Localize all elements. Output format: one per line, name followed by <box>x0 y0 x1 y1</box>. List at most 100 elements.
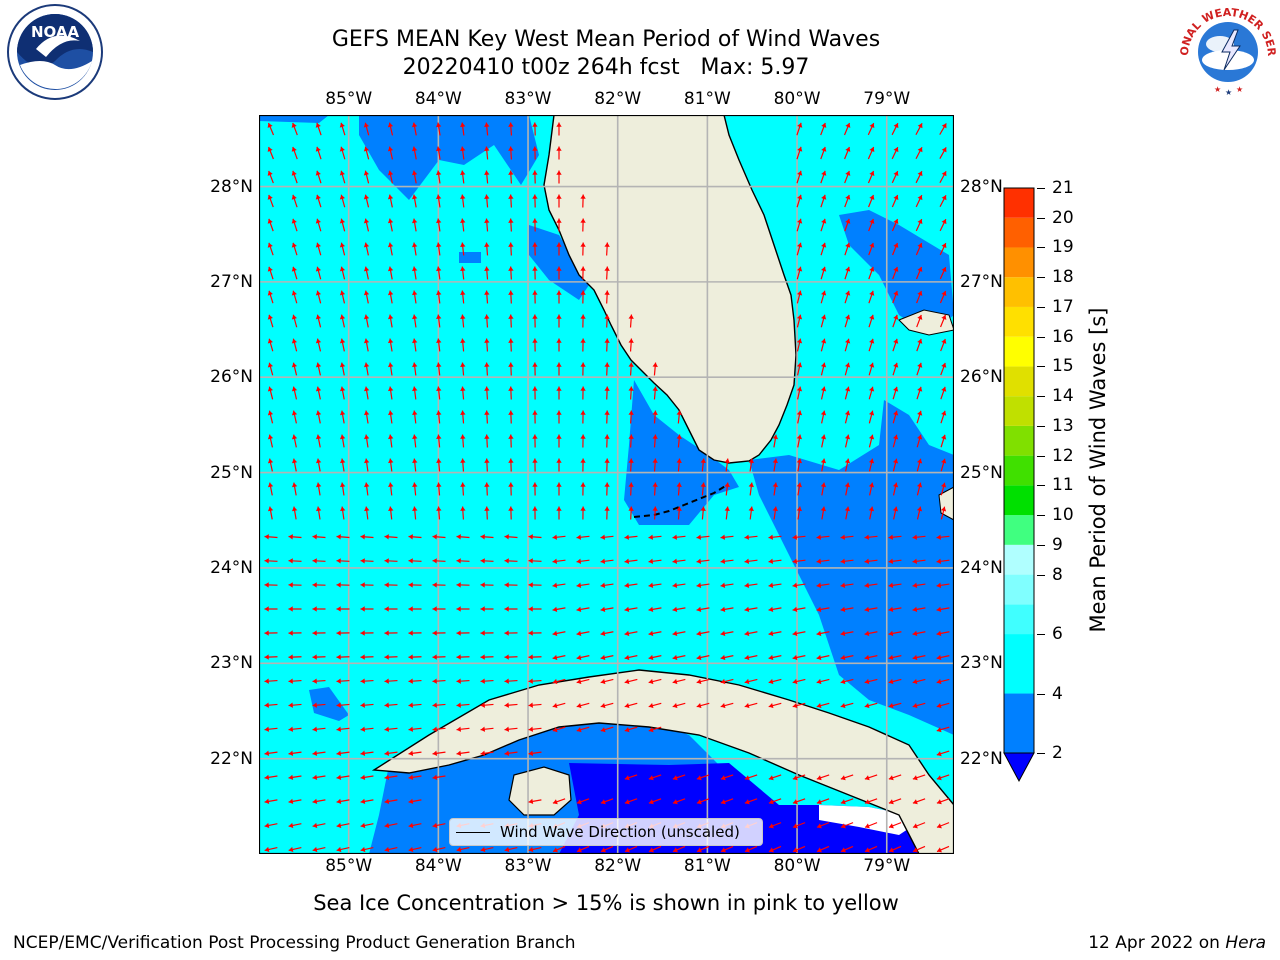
direction-arrow <box>696 534 710 540</box>
direction-arrow <box>672 534 686 540</box>
direction-arrow <box>672 654 686 661</box>
direction-arrow <box>604 242 610 256</box>
direction-arrow <box>652 482 658 496</box>
direction-arrow <box>868 434 875 448</box>
direction-arrow <box>504 558 518 564</box>
direction-arrow <box>408 798 422 805</box>
direction-arrow <box>696 702 710 709</box>
direction-arrow <box>532 170 538 184</box>
direction-arrow <box>264 798 278 805</box>
direction-arrow <box>580 266 586 280</box>
direction-arrow <box>844 194 851 208</box>
map-legend: Wind Wave Direction (unscaled) <box>449 818 763 846</box>
direction-arrow <box>556 266 562 280</box>
colorbar-tick-9: 9 <box>1052 534 1063 555</box>
direction-arrow <box>456 558 470 564</box>
direction-arrow <box>816 654 830 661</box>
direction-arrow <box>291 434 298 448</box>
direction-arrow <box>840 534 854 540</box>
direction-arrow <box>339 434 346 448</box>
direction-arrow <box>720 845 734 853</box>
direction-arrow <box>840 606 854 613</box>
direction-arrow <box>840 654 854 661</box>
direction-arrow <box>291 410 298 424</box>
direction-arrow <box>868 386 875 400</box>
direction-arrow <box>528 750 542 756</box>
direction-arrow <box>816 798 830 805</box>
direction-arrow <box>628 314 634 328</box>
direction-arrow <box>936 750 950 757</box>
direction-arrow <box>460 170 466 184</box>
colorbar-band-18 <box>1004 247 1034 278</box>
direction-arrow <box>844 266 851 280</box>
direction-arrow <box>412 290 418 304</box>
direction-arrow <box>892 290 899 304</box>
direction-arrow <box>676 458 682 472</box>
direction-arrow <box>363 242 370 256</box>
direction-arrow <box>387 122 394 136</box>
direction-arrow <box>792 630 806 637</box>
direction-arrow <box>339 266 346 280</box>
direction-arrow <box>916 410 923 424</box>
direction-arrow <box>384 702 398 708</box>
direction-arrow <box>652 386 658 400</box>
direction-arrow <box>556 122 562 136</box>
direction-arrow <box>844 290 851 304</box>
direction-arrow <box>532 338 538 352</box>
direction-arrow <box>939 242 947 256</box>
direction-arrow <box>912 630 926 637</box>
direction-arrow <box>915 218 923 232</box>
direction-arrow <box>604 506 610 520</box>
direction-arrow <box>676 482 682 496</box>
direction-arrow <box>412 410 418 424</box>
direction-arrow <box>484 458 490 472</box>
direction-arrow <box>796 122 803 136</box>
direction-arrow <box>768 534 782 540</box>
direction-arrow <box>528 798 542 805</box>
colorbar-tick-mark-14 <box>1037 396 1045 398</box>
direction-arrow <box>936 822 950 829</box>
direction-arrow <box>552 845 566 853</box>
direction-arrow <box>436 434 442 448</box>
direction-arrow <box>840 582 854 588</box>
direction-arrow <box>696 798 710 805</box>
direction-arrow <box>844 170 851 184</box>
direction-arrow <box>504 702 518 708</box>
direction-arrow <box>288 582 302 588</box>
direction-arrow <box>387 314 394 328</box>
direction-arrow <box>820 314 827 328</box>
direction-arrow <box>387 266 394 280</box>
direction-arrow <box>940 434 947 448</box>
direction-arrow <box>816 582 830 588</box>
direction-arrow <box>915 242 923 256</box>
direction-arrow <box>315 122 322 136</box>
direction-arrow <box>339 194 346 208</box>
lat-tick-right-2: 26°N <box>960 367 1003 388</box>
direction-arrow <box>460 410 466 424</box>
direction-arrow <box>892 338 899 352</box>
direction-arrow <box>480 606 494 612</box>
direction-arrow <box>768 606 782 613</box>
direction-arrow <box>336 774 350 780</box>
lat-tick-right-4: 24°N <box>960 557 1003 578</box>
direction-arrow <box>820 218 827 232</box>
direction-arrow <box>796 338 803 352</box>
nws-logo: NATIONAL WEATHER SERVICE ★ ★ ★ <box>1178 0 1278 97</box>
direction-arrow <box>888 558 902 564</box>
direction-arrow <box>432 774 446 780</box>
direction-arrow <box>408 582 422 588</box>
direction-arrow <box>796 242 803 256</box>
direction-arrow <box>480 630 494 636</box>
direction-arrow <box>624 654 638 661</box>
direction-arrow <box>820 266 827 280</box>
direction-arrow <box>432 750 446 756</box>
direction-arrow <box>816 558 830 564</box>
direction-arrow <box>576 678 590 685</box>
direction-arrow <box>916 506 923 520</box>
direction-arrow <box>264 702 278 708</box>
colorbar-band-20 <box>1004 188 1034 218</box>
direction-arrow <box>388 482 394 496</box>
direction-arrow <box>844 506 851 520</box>
direction-arrow <box>600 582 614 588</box>
direction-arrow <box>840 702 854 709</box>
